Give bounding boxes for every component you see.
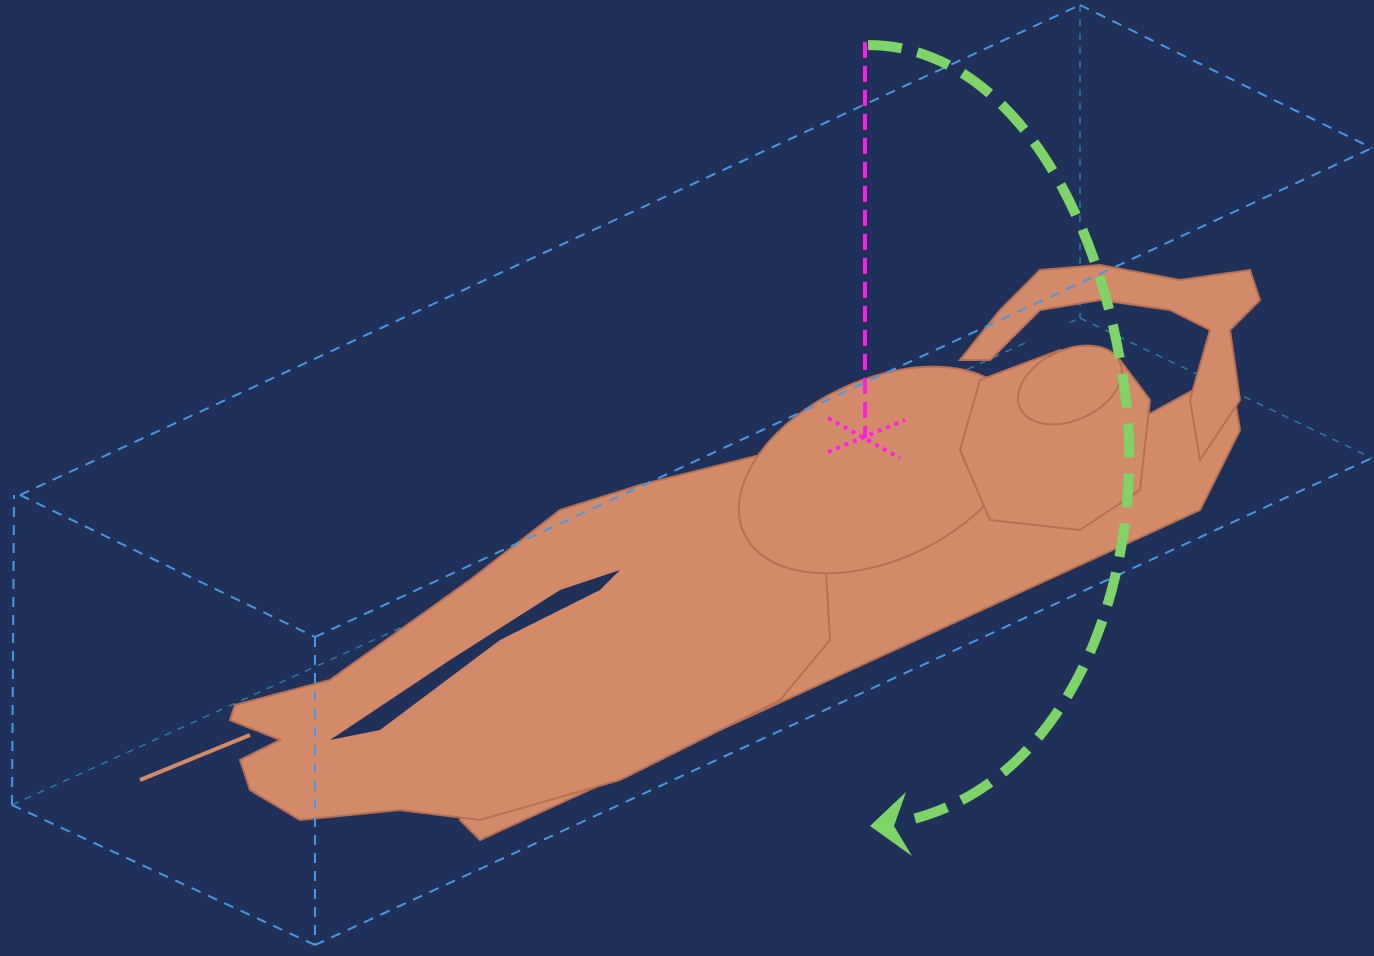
arrow-head <box>870 792 912 856</box>
rotation-arrow <box>867 40 1135 856</box>
box-edge <box>19 4 1081 496</box>
rotation-axis <box>827 42 906 460</box>
body-gap <box>330 570 620 740</box>
body-cable <box>139 733 251 782</box>
visible-box-edges <box>11 4 1373 946</box>
body-gap <box>1010 320 1100 345</box>
body-gaps <box>330 320 1100 740</box>
body-arms <box>957 263 1262 463</box>
hidden-box-edges <box>11 5 1373 806</box>
box-edge <box>19 494 316 638</box>
box-edge <box>11 804 316 946</box>
box-edge <box>11 494 15 806</box>
box-edge <box>314 457 1373 946</box>
box-edge <box>314 147 1373 638</box>
body-head <box>1017 344 1123 426</box>
box-edge <box>1079 4 1373 149</box>
box-edge <box>1079 317 1373 459</box>
